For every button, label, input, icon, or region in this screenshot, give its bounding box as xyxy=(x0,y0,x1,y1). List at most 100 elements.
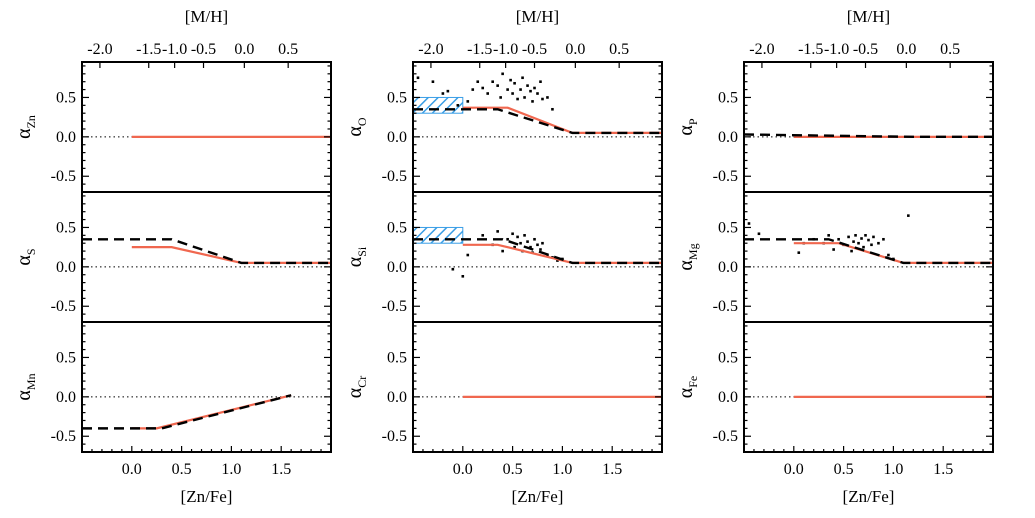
data-point xyxy=(513,245,516,249)
data-point xyxy=(516,235,519,239)
top-axis-title: [M/H] xyxy=(847,7,890,26)
y-tick-label: 0.5 xyxy=(387,219,407,236)
x-tick-label: 1.0 xyxy=(552,461,572,478)
top-tick-label: -1.0 xyxy=(493,41,518,58)
y-axis-title-alpha: α xyxy=(344,126,366,137)
y-tick-label: 0.5 xyxy=(56,89,76,106)
column-3: [M/H] -2.0 -1.5 -1.0 -0.5 0.0 0.5 0.0 0.5 1.0 1.5 [… xyxy=(749,7,984,506)
panel-data-mg xyxy=(744,214,993,268)
y-tick-label: 0.5 xyxy=(718,89,738,106)
data-point xyxy=(529,245,532,249)
data-point xyxy=(536,243,539,247)
data-point xyxy=(546,96,549,99)
x-tick-label: 1.0 xyxy=(221,461,241,478)
y-axis-title-alpha: α xyxy=(13,128,35,139)
panel-frame xyxy=(412,321,663,453)
data-point xyxy=(481,86,485,90)
y-axis-title-alpha: α xyxy=(675,125,697,136)
dashed-fit-line xyxy=(413,238,662,265)
data-point xyxy=(509,78,512,82)
panel-o: -0.5 0.0 0.5 αO xyxy=(344,61,663,193)
y-axis-title-element: Mg xyxy=(686,243,700,260)
top-tick-label: 0.5 xyxy=(278,41,298,58)
y-axis-title-alpha: α xyxy=(13,390,35,401)
y-axis-title-element: P xyxy=(686,118,700,125)
panel-mn: -0.5 0.0 0.5 αMn xyxy=(13,321,332,453)
data-point xyxy=(872,235,875,239)
data-point xyxy=(466,253,470,257)
data-point xyxy=(556,259,559,262)
y-tick-label: 0.5 xyxy=(718,219,738,236)
y-axis-title: αMg xyxy=(675,243,700,270)
top-tick-label: 0.0 xyxy=(565,41,585,58)
y-axis-title-element: Zn xyxy=(24,115,38,128)
y-tick-label: -0.5 xyxy=(382,168,407,185)
data-point xyxy=(887,253,890,257)
dashed-fit-line xyxy=(82,238,331,265)
panel-data-o xyxy=(413,72,662,138)
data-point xyxy=(757,232,761,236)
x-tick-label: 1.5 xyxy=(271,461,291,478)
y-axis-title-element: Mn xyxy=(24,373,38,390)
hatched-region xyxy=(413,226,464,244)
panel-data-s xyxy=(82,238,331,268)
y-tick-label: -0.5 xyxy=(382,298,407,315)
data-point xyxy=(877,241,880,245)
top-tick-label: 0.5 xyxy=(609,41,629,58)
data-point xyxy=(506,237,509,241)
y-axis-title-element: Fe xyxy=(686,376,700,388)
y-tick-label: 0.0 xyxy=(56,389,76,406)
top-tick-label: -1.5 xyxy=(467,41,492,58)
data-point xyxy=(456,104,460,107)
top-tick-label: -0.5 xyxy=(191,41,216,58)
y-tick-label: 0.5 xyxy=(387,349,407,366)
y-axis-title-alpha: α xyxy=(675,387,697,398)
y-tick-label: -0.5 xyxy=(713,298,738,315)
y-tick-label: 0.0 xyxy=(56,259,76,276)
top-tick-label: -2.0 xyxy=(418,41,443,58)
top-tick-label: -2.0 xyxy=(87,41,112,58)
y-axis-title: αMn xyxy=(13,373,38,400)
x-axis-title: [Zn/Fe] xyxy=(181,487,233,506)
y-axis-title: αFe xyxy=(675,376,700,398)
top-tick-label: 0.5 xyxy=(940,41,960,58)
hatched-region xyxy=(413,96,464,114)
y-axis-title: αCr xyxy=(344,376,369,398)
y-axis-title-alpha: α xyxy=(675,260,697,271)
dashed-fit-line xyxy=(744,238,993,265)
data-point xyxy=(857,241,860,245)
panel-frame xyxy=(743,191,994,323)
y-tick-label: 0.0 xyxy=(56,129,76,146)
y-axis-title: αS xyxy=(13,248,38,265)
data-point xyxy=(523,96,526,99)
y-tick-label: -0.5 xyxy=(382,428,407,445)
top-tick-label: -1.5 xyxy=(798,41,823,58)
y-tick-label: 0.0 xyxy=(387,129,407,146)
data-point xyxy=(533,237,536,241)
data-point xyxy=(850,249,853,253)
panel-fe: -0.5 0.0 0.5 αFe xyxy=(675,321,994,453)
data-point xyxy=(526,84,529,87)
panel-cr: -0.5 0.0 0.5 αCr xyxy=(344,321,663,453)
data-point xyxy=(529,89,532,93)
panel-s: -0.5 0.0 0.5 αS xyxy=(13,191,332,323)
panel-si: -0.5 0.0 0.5 αSi xyxy=(344,191,663,323)
dashed-fit-line xyxy=(82,394,292,430)
x-tick-label: 0.5 xyxy=(172,461,192,478)
y-axis-title: αSi xyxy=(344,246,369,267)
y-axis-title: αZn xyxy=(13,115,38,139)
top-tick-label: -2.0 xyxy=(749,41,774,58)
data-point xyxy=(446,89,450,93)
panel-data-p xyxy=(744,133,993,139)
panel-frame xyxy=(412,61,663,193)
data-point xyxy=(797,251,801,254)
data-point xyxy=(541,241,544,245)
y-tick-label: 0.5 xyxy=(718,349,738,366)
panel-data-si xyxy=(413,226,662,278)
x-tick-label: 0.5 xyxy=(503,461,523,478)
data-point xyxy=(867,238,870,242)
data-point xyxy=(541,97,544,101)
data-point xyxy=(461,275,465,278)
data-point xyxy=(852,240,855,243)
data-point xyxy=(471,88,475,91)
